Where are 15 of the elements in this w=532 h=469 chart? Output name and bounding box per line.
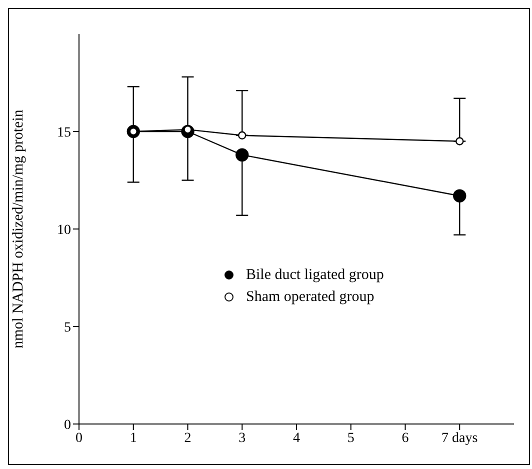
x-tick-label: 4 [293, 430, 300, 446]
y-tick-label: 0 [64, 418, 71, 433]
y-axis-title: nmol NADPH oxidized/min/mg protein [10, 109, 26, 348]
x-tick-label: 0 [76, 430, 82, 446]
x-tick-label: 5 [347, 430, 354, 446]
y-tick-label: 15 [57, 125, 71, 140]
x-tick-label: 6 [402, 430, 409, 446]
x-tick-label: 7 days [442, 430, 478, 446]
y-tick-label: 10 [57, 222, 71, 238]
x-tick-label: 1 [130, 430, 137, 446]
x-tick-label: 3 [238, 430, 246, 446]
legend-label: Sham operated group [246, 288, 374, 307]
y-tick-label: 5 [64, 320, 71, 336]
x-tick-label: 2 [184, 430, 192, 446]
legend-label: Bile duct ligated group [246, 266, 384, 285]
